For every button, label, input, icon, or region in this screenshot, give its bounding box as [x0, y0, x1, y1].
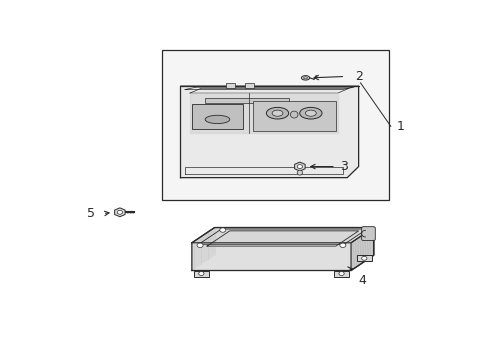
- Ellipse shape: [266, 107, 288, 119]
- Circle shape: [197, 243, 203, 247]
- FancyBboxPatch shape: [361, 227, 374, 240]
- Polygon shape: [350, 228, 373, 270]
- Bar: [161, 50, 388, 200]
- Bar: [194, 270, 208, 276]
- Ellipse shape: [299, 107, 322, 119]
- Bar: [356, 255, 371, 261]
- Circle shape: [361, 256, 366, 260]
- Polygon shape: [189, 93, 337, 133]
- Ellipse shape: [301, 76, 309, 80]
- Text: 2: 2: [354, 70, 362, 83]
- Circle shape: [338, 271, 344, 275]
- Bar: [205, 98, 288, 103]
- Circle shape: [198, 271, 203, 275]
- Ellipse shape: [297, 170, 302, 175]
- Bar: [244, 82, 254, 87]
- Ellipse shape: [271, 110, 283, 116]
- Polygon shape: [180, 86, 358, 177]
- Text: 3: 3: [339, 160, 347, 173]
- Circle shape: [117, 210, 122, 214]
- Polygon shape: [191, 228, 373, 243]
- Bar: [225, 82, 235, 87]
- Circle shape: [297, 165, 302, 168]
- Polygon shape: [191, 228, 373, 270]
- Ellipse shape: [205, 115, 229, 123]
- Ellipse shape: [290, 111, 297, 118]
- Circle shape: [219, 228, 225, 232]
- Circle shape: [362, 228, 368, 232]
- Circle shape: [339, 243, 345, 247]
- Bar: [252, 102, 335, 131]
- Bar: [191, 104, 243, 129]
- Text: 1: 1: [396, 120, 404, 133]
- Text: 5: 5: [87, 207, 95, 220]
- Ellipse shape: [305, 110, 316, 116]
- Bar: [334, 270, 348, 276]
- Text: 4: 4: [358, 274, 366, 287]
- Ellipse shape: [303, 77, 307, 79]
